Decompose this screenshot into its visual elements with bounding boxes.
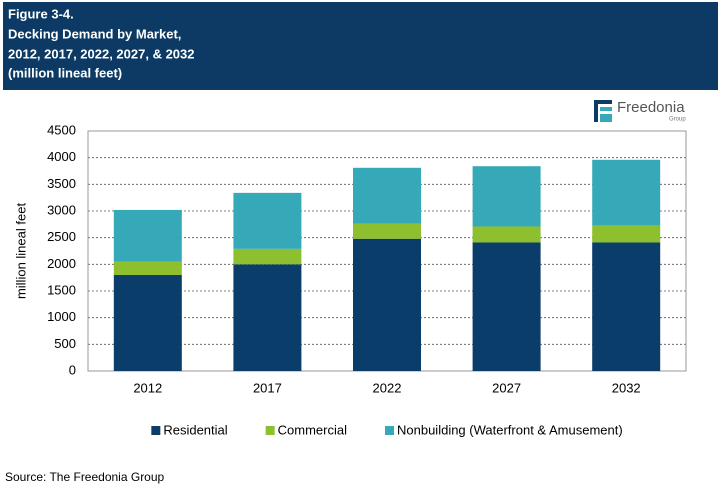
x-tick-label: 2012 (133, 380, 162, 395)
source: Source: The Freedonia Group (5, 470, 165, 484)
y-tick-label: 0 (69, 362, 76, 377)
y-tick-label: 3000 (47, 202, 76, 217)
bar (113, 261, 182, 275)
legend-swatch (265, 426, 275, 435)
y-tick-label: 500 (54, 336, 76, 351)
x-tick-label: 2017 (253, 380, 282, 395)
bar (472, 226, 541, 243)
legend-label: Commercial (278, 422, 347, 437)
x-tick-label: 2032 (612, 380, 641, 395)
bar (353, 167, 421, 224)
chart-title: Figure 3-4. (8, 6, 74, 21)
bar (353, 223, 421, 239)
bar (113, 209, 182, 262)
y-tick-label: 4000 (47, 149, 76, 164)
chart-title: Decking Demand by Market, (8, 26, 181, 41)
y-tick-label: 3500 (47, 176, 76, 191)
bar (233, 264, 302, 371)
chart-title: 2012, 2017, 2022, 2027, & 2032 (8, 46, 195, 61)
bar (592, 159, 661, 226)
bar (113, 275, 182, 371)
legend-label: Residential (163, 422, 227, 437)
y-tick-label: 2000 (47, 256, 76, 271)
bar (233, 192, 302, 249)
bar (592, 242, 661, 371)
bar (472, 242, 541, 371)
bar (233, 248, 302, 265)
logo-name: Freedonia (617, 99, 685, 116)
bar (592, 225, 661, 243)
logo: Freedonia Group (594, 99, 686, 123)
logo-sub: Group (669, 117, 686, 123)
y-tick-label: 2500 (47, 229, 76, 244)
bar (472, 166, 541, 227)
chart-title: (million lineal feet) (8, 65, 122, 80)
y-tick-label: 1000 (47, 309, 76, 324)
logo-icon (600, 107, 612, 111)
logo-icon (594, 100, 598, 122)
legend-swatch (151, 426, 161, 435)
logo-icon (594, 100, 612, 104)
x-tick-label: 2027 (492, 380, 521, 395)
y-tick-label: 4500 (47, 122, 76, 137)
legend-swatch (385, 426, 394, 435)
y-tick-label: 1500 (47, 282, 76, 297)
y-axis-label: million lineal feet (13, 203, 28, 299)
title-bar (3, 2, 718, 90)
legend-label: Nonbuilding (Waterfront & Amusement) (397, 422, 623, 437)
x-tick-label: 2022 (373, 380, 402, 395)
bar (353, 238, 421, 371)
logo-icon (600, 114, 612, 122)
